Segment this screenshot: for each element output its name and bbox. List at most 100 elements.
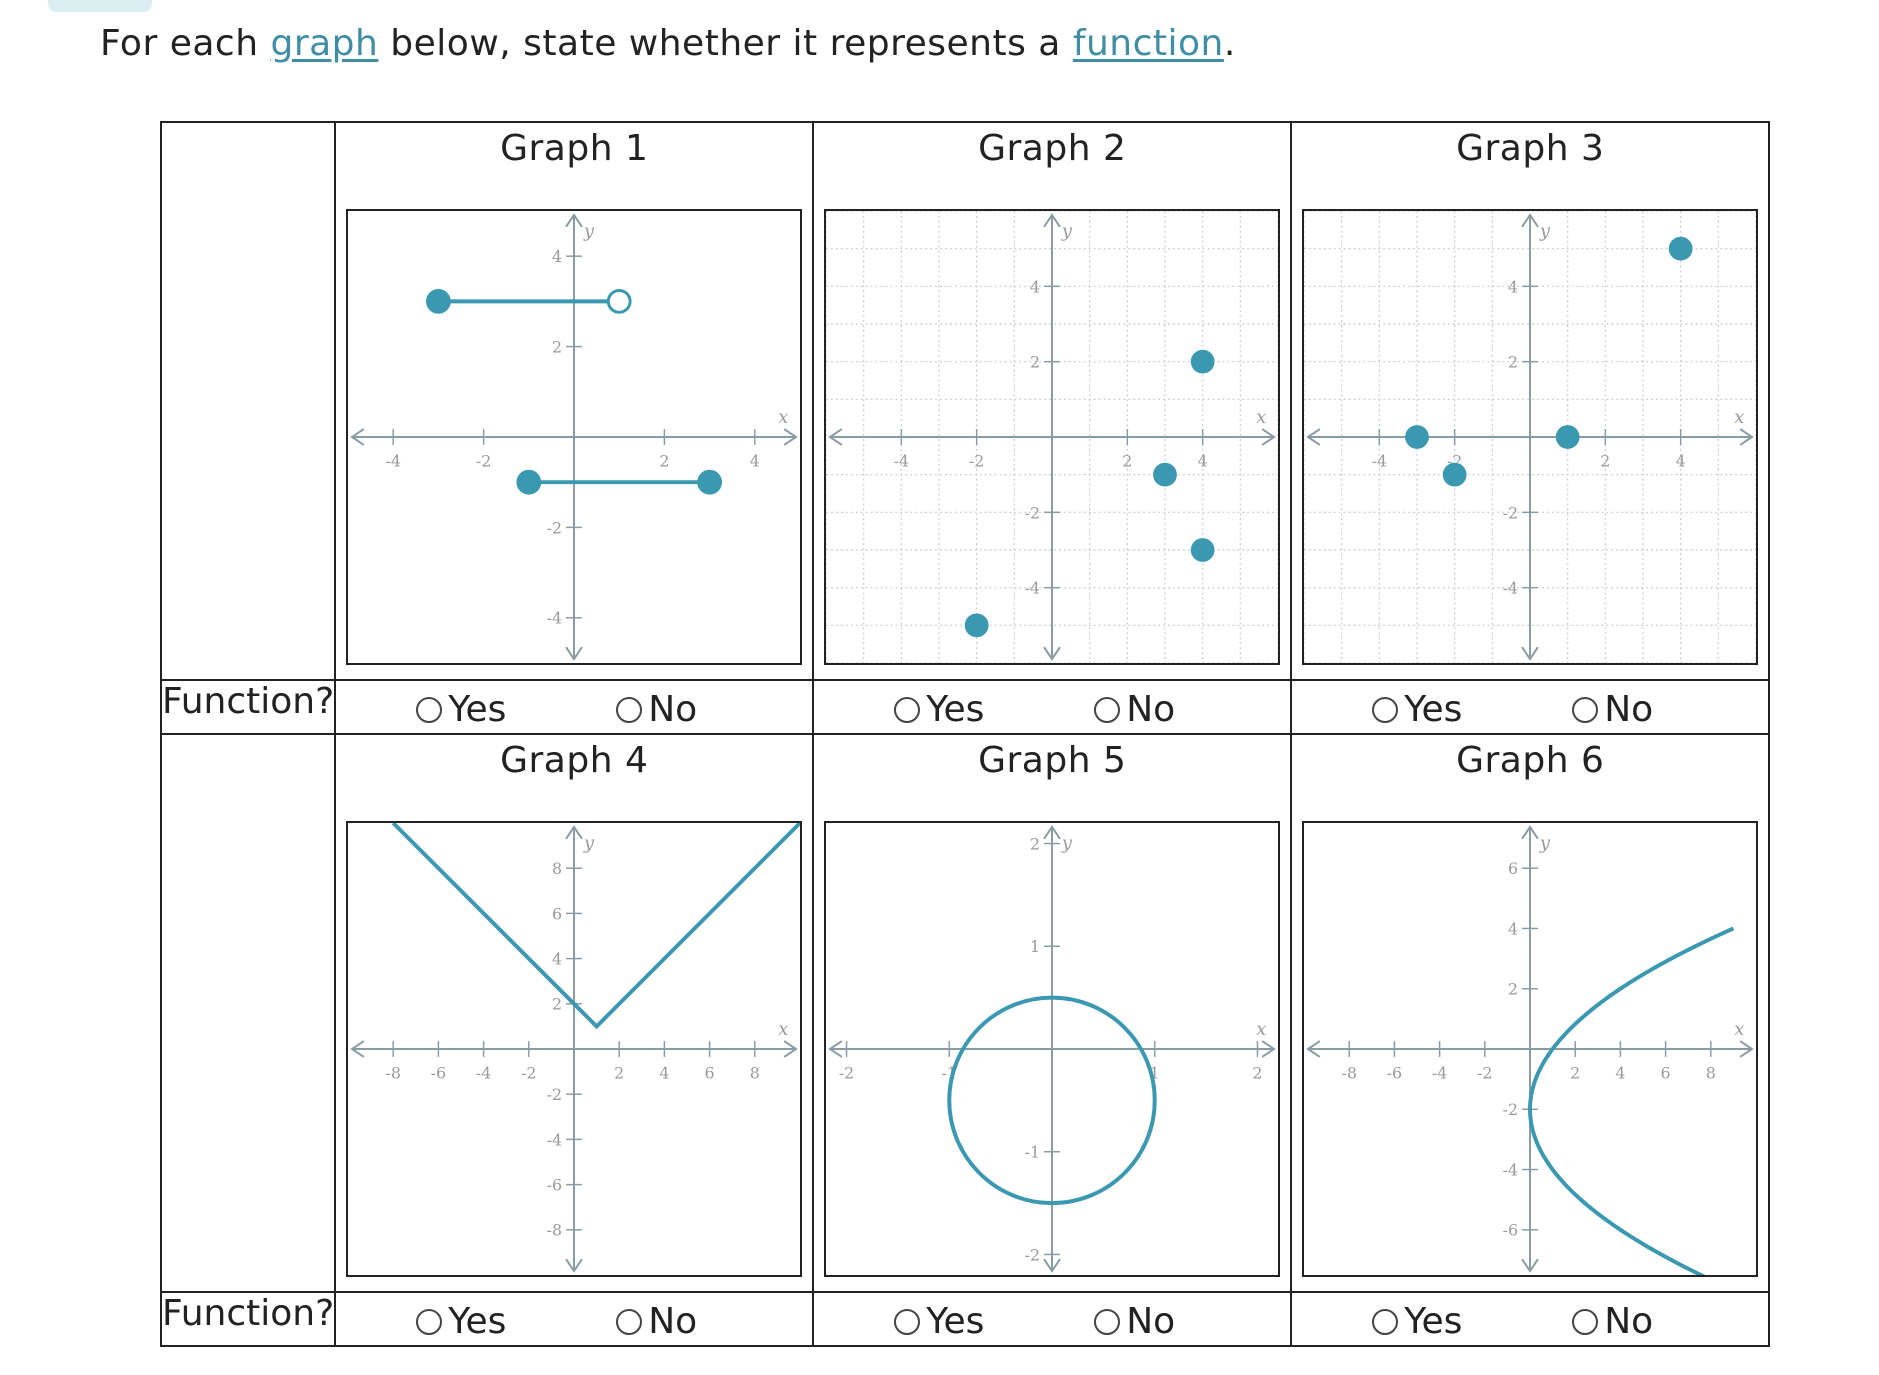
data-point [1669, 236, 1693, 261]
graph-title-2: Graph 2 [978, 128, 1127, 169]
y-tick-label: 2 [1030, 353, 1040, 372]
graph-plot-2: x y -4 -2 2 4 -4 -2 2 4 [824, 209, 1281, 665]
y-tick-label: 2 [1508, 980, 1518, 999]
data-point [1556, 425, 1580, 449]
radio-circle[interactable] [894, 1308, 921, 1335]
data-point [965, 613, 989, 638]
graph-4-no-radio[interactable]: No [616, 1301, 697, 1342]
parabola-curve [1528, 926, 1735, 1275]
no-label: No [648, 689, 698, 730]
y-axis-arrow-top [565, 825, 583, 840]
x-axis-arrow-left [828, 1040, 843, 1058]
radio-circle[interactable] [1094, 696, 1121, 723]
graph-3-yes-radio[interactable]: Yes [1372, 689, 1462, 730]
radio-circle[interactable] [1372, 1308, 1399, 1335]
graph-2-no-radio[interactable]: No [1094, 689, 1175, 730]
radio-circle[interactable] [1094, 1308, 1121, 1335]
x-axis-arrow-right [1261, 428, 1277, 446]
x-tick-label: 4 [1198, 452, 1208, 471]
y-tick-label: 8 [552, 859, 562, 878]
graph-cell-5: Graph 5 x y -2 -1 1 2 -2 -1 1 2 [812, 733, 1293, 1293]
graph-5-no-radio[interactable]: No [1094, 1301, 1175, 1342]
graph-link[interactable]: graph [270, 23, 379, 64]
y-tick-label: -4 [1025, 579, 1040, 598]
graph-5-yes-radio[interactable]: Yes [894, 1301, 984, 1342]
graph-cell-1: Graph 1 x y -4 -2 2 4 -4 -2 2 4 [334, 121, 815, 681]
y-tick-label: -1 [1025, 1143, 1040, 1162]
yes-label: Yes [926, 1301, 985, 1342]
x-tick-label: -4 [476, 1064, 491, 1083]
x-axis-name: x [778, 407, 788, 428]
x-axis-name: x [1734, 1019, 1744, 1040]
graph-cell-4: Graph 4 x y -8 -6 -4 -2 2 4 6 8 -8 -6 -4 -2 2 4 6 8 [334, 733, 815, 1293]
function-label-row-1: Function? [159, 679, 337, 735]
graph-1-no-radio[interactable]: No [616, 689, 697, 730]
y-tick-label: 4 [552, 247, 562, 266]
x-tick-label: -2 [1477, 1064, 1492, 1083]
radio-circle[interactable] [416, 1308, 443, 1335]
no-label: No [648, 1301, 698, 1342]
function-label-row-2: Function? [159, 1291, 337, 1347]
y-axis-arrow-bottom [1521, 1258, 1539, 1273]
prompt-text-1: For each [100, 23, 271, 64]
radio-circle[interactable] [1572, 1308, 1599, 1335]
y-axis-arrow-bottom [565, 646, 583, 661]
radio-circle[interactable] [616, 1308, 643, 1335]
y-tick-label: 2 [1030, 834, 1040, 853]
y-tick-label: -2 [1503, 1100, 1518, 1119]
y-axis-arrow-top [1521, 213, 1539, 228]
y-axis-arrow-top [565, 213, 583, 228]
x-axis-arrow-right [783, 428, 799, 446]
graph-4-yes-radio[interactable]: Yes [416, 1301, 506, 1342]
yes-label: Yes [448, 689, 507, 730]
y-tick-label: -4 [1503, 1160, 1518, 1179]
y-tick-label: -4 [547, 1130, 562, 1149]
graph-3-no-radio[interactable]: No [1572, 689, 1653, 730]
x-tick-label: -2 [476, 452, 491, 471]
y-axis-name: y [583, 833, 595, 854]
graph-6-no-radio[interactable]: No [1572, 1301, 1653, 1342]
x-tick-label: 2 [1253, 1064, 1263, 1083]
graph-curve [392, 823, 801, 1030]
y-tick-label: 6 [552, 904, 562, 923]
graph-2-yes-radio[interactable]: Yes [894, 689, 984, 730]
x-tick-label: -8 [386, 1064, 401, 1083]
no-label: No [1604, 689, 1654, 730]
y-tick-label: 6 [1508, 859, 1518, 878]
y-tick-label: -2 [1503, 503, 1518, 522]
y-axis-name: y [1539, 221, 1551, 242]
radio-circle[interactable] [894, 696, 921, 723]
y-tick-label: -2 [547, 518, 562, 537]
x-axis-name: x [1734, 407, 1744, 428]
graph-title-3: Graph 3 [1456, 128, 1605, 169]
prompt-text-2: below, state whether it represents a [378, 23, 1073, 64]
x-tick-label: 2 [660, 452, 670, 471]
x-tick-label: -8 [1342, 1064, 1357, 1083]
radio-circle[interactable] [1572, 696, 1599, 723]
radio-circle[interactable] [416, 696, 443, 723]
function-link[interactable]: function [1072, 23, 1224, 64]
x-tick-label: 2 [1601, 452, 1611, 471]
y-tick-label: -6 [1503, 1221, 1518, 1240]
x-tick-label: 2 [1123, 452, 1133, 471]
data-point [1191, 538, 1215, 562]
graph-1-yes-radio[interactable]: Yes [416, 689, 506, 730]
x-tick-label: -2 [969, 452, 984, 471]
y-tick-label: -2 [1025, 503, 1040, 522]
x-axis-name: x [778, 1019, 788, 1040]
x-axis-arrow-right [783, 1040, 799, 1058]
graph-6-yes-radio[interactable]: Yes [1372, 1301, 1462, 1342]
x-axis-arrow-right [1261, 1040, 1277, 1058]
x-tick-label: 2 [1570, 1064, 1580, 1083]
y-tick-label: -4 [1503, 579, 1518, 598]
closed-endpoint [426, 289, 452, 314]
y-tick-label: 4 [1508, 277, 1518, 296]
radio-circle[interactable] [1372, 696, 1399, 723]
blank-cell [159, 733, 337, 1293]
y-axis-arrow-bottom [1521, 646, 1539, 661]
radio-circle[interactable] [616, 696, 643, 723]
x-axis-arrow-right [1739, 1040, 1755, 1058]
data-point [1191, 349, 1215, 374]
no-label: No [1126, 1301, 1176, 1342]
y-axis-arrow-bottom [1043, 1258, 1061, 1273]
